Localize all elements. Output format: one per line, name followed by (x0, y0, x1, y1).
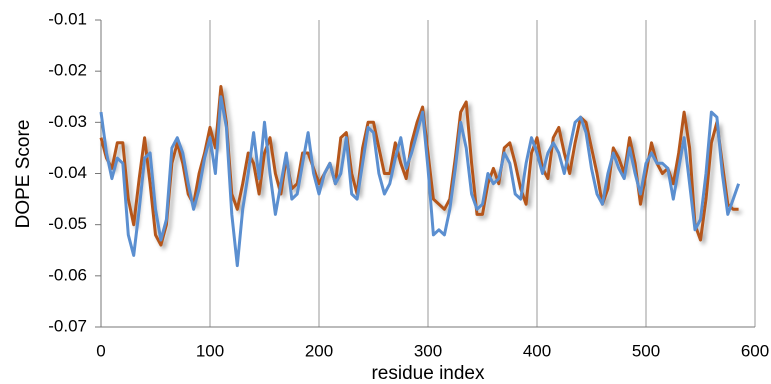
x-tick-label: 0 (96, 341, 105, 360)
y-tick-label: -0.07 (48, 316, 87, 335)
series-line (99, 95, 741, 268)
x-tick-label: 200 (305, 341, 333, 360)
y-tick-label: -0.04 (48, 163, 87, 182)
x-tick-label: 400 (523, 341, 551, 360)
y-tick-label: -0.02 (48, 61, 87, 80)
x-axis-title: residue index (371, 363, 485, 384)
y-axis-title: DOPE Score (13, 120, 34, 229)
x-tick-label: 100 (196, 341, 224, 360)
series-line (99, 85, 739, 247)
y-tick-label: -0.01 (48, 9, 87, 28)
y-tick-label: -0.06 (48, 265, 87, 284)
x-tick-label: 500 (632, 341, 660, 360)
x-tick-label: 300 (414, 341, 442, 360)
y-tick-label: -0.05 (48, 214, 87, 233)
x-tick-label: 600 (741, 341, 769, 360)
y-tick-label: -0.03 (48, 112, 87, 131)
